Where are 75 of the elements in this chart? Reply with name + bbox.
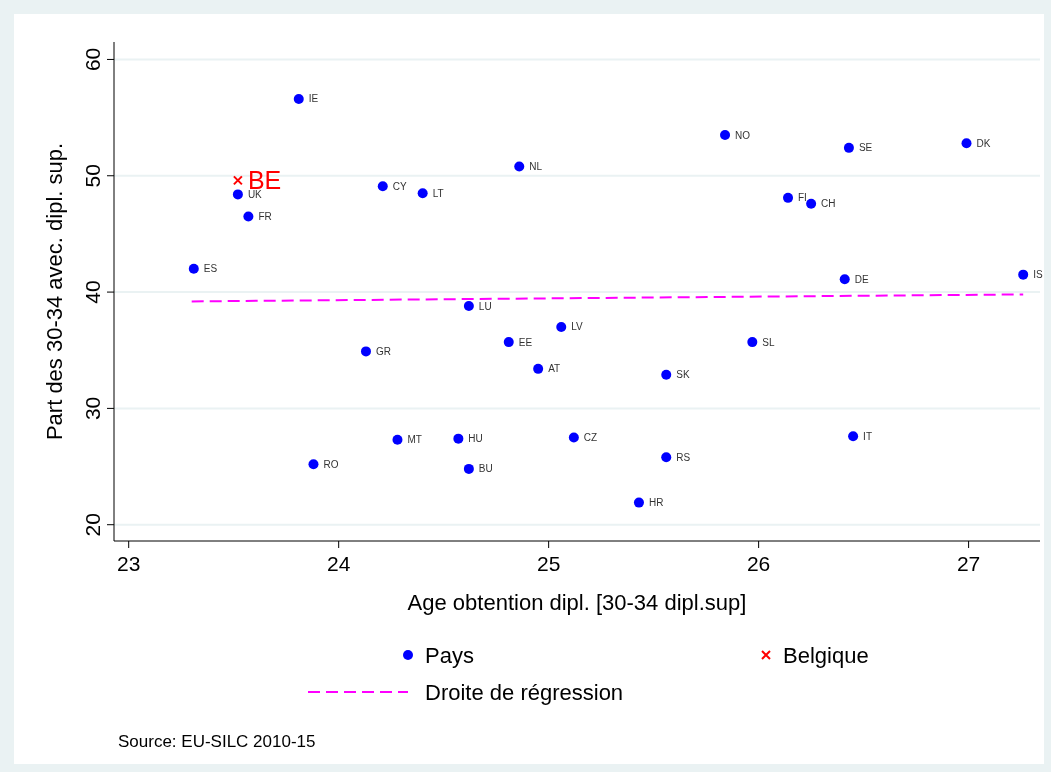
point (747, 337, 758, 348)
point (1018, 269, 1029, 280)
y-tick-label: 20 (81, 513, 104, 537)
y-tick-label: 30 (81, 396, 104, 421)
annotation: SE (858, 142, 873, 154)
annotation: AT (548, 363, 561, 375)
annotation: IT (863, 430, 873, 442)
y-tick-label: 60 (81, 47, 104, 72)
annotation: LV (571, 321, 584, 333)
y-axis-title: Part des 30-34 avec. dipl. sup. (42, 142, 67, 441)
annotation: FR (258, 210, 272, 222)
point (232, 189, 243, 200)
x-axis-title: Age obtention dipl. [30-34 dipl.sup] (407, 590, 747, 615)
annotation: HU (468, 433, 483, 445)
legend-label: Belgique (783, 643, 869, 668)
point (360, 346, 371, 357)
point (463, 301, 474, 312)
annotation: CZ (583, 431, 598, 443)
annotation: ES (203, 263, 218, 275)
point (661, 369, 672, 380)
point (839, 274, 850, 285)
legend-label: Droite de régression (425, 680, 624, 705)
point (533, 363, 544, 374)
annotation: EE (518, 336, 533, 348)
x-tick-label: 26 (746, 552, 771, 575)
annotation: IE (308, 93, 319, 105)
annotation: BU (478, 463, 493, 475)
annotation: SK (676, 369, 690, 381)
annotation: LU (478, 300, 492, 312)
point (293, 94, 304, 104)
point (377, 181, 388, 192)
x-tick-label: 24 (327, 552, 351, 575)
point (514, 161, 525, 172)
x-tick-label: 27 (956, 552, 981, 575)
annotation: NO (735, 129, 751, 141)
annotation: LT (432, 187, 444, 199)
legend-label: Pays (425, 643, 474, 668)
point (720, 130, 731, 141)
point (806, 198, 817, 209)
point (243, 211, 254, 222)
annotation: IS (1033, 269, 1043, 281)
point (188, 263, 199, 274)
point (661, 452, 672, 463)
source-note: Source: EU-SILC 2010-15 (118, 732, 316, 751)
x-tick-label: 23 (117, 552, 141, 575)
point (843, 142, 854, 153)
x-tick-label: 25 (536, 552, 561, 575)
y-tick-label: 50 (81, 164, 104, 188)
point (783, 192, 794, 203)
annotation: RO (323, 458, 339, 470)
point (463, 463, 474, 474)
annotation: DK (976, 137, 991, 149)
annotation: UK (247, 188, 263, 200)
point (392, 434, 403, 445)
point (503, 337, 514, 348)
annotation: DE (854, 273, 869, 285)
point (417, 188, 428, 199)
annotation: CH (821, 198, 836, 210)
point (453, 433, 464, 444)
annotation: NL (529, 160, 543, 172)
annotation: CY (392, 180, 407, 192)
point (556, 321, 567, 332)
annotation: RS (676, 451, 691, 463)
point (633, 497, 644, 508)
annotation: FI (798, 192, 807, 204)
point (232, 175, 243, 186)
point (848, 431, 859, 442)
annotation: SL (762, 336, 775, 348)
y-tick-label: 40 (81, 280, 104, 304)
annotation: HR (648, 497, 664, 509)
point (308, 459, 319, 470)
annotation: MT (407, 434, 422, 446)
point (961, 138, 972, 149)
annotation: GR (375, 345, 391, 357)
point (568, 432, 579, 443)
